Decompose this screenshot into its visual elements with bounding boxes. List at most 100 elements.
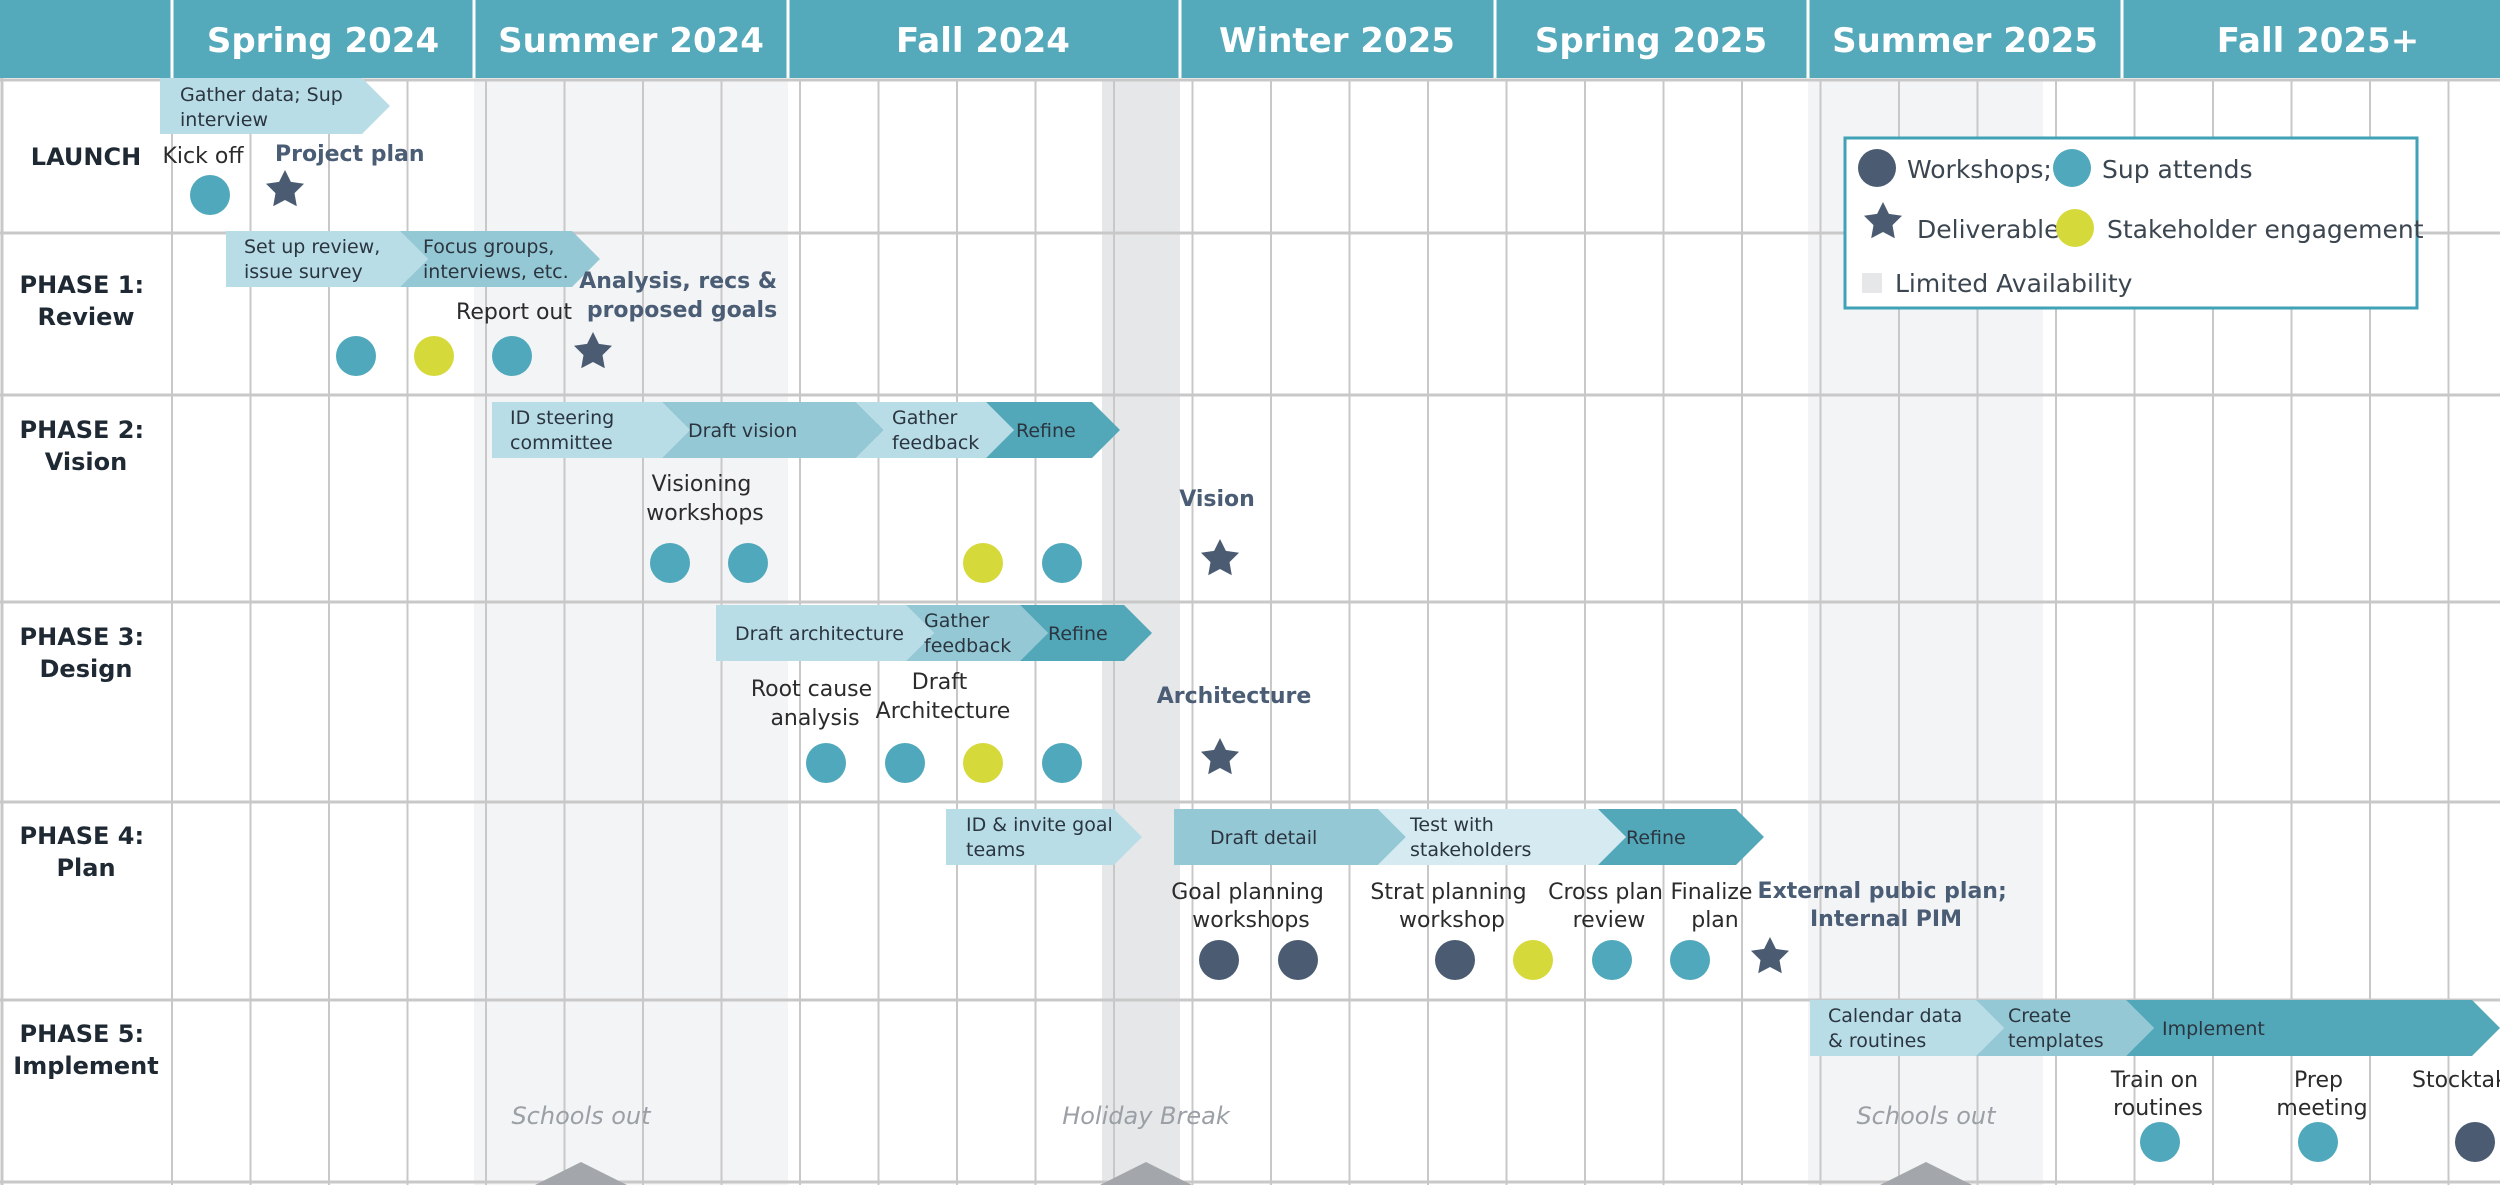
- bar-id-invite-goal: [946, 809, 1142, 865]
- deliverable-vision: Vision: [1179, 487, 1255, 512]
- stakeholder-marker-icon: [1513, 940, 1553, 980]
- stakeholder-marker-icon: [963, 543, 1003, 583]
- bar-label-gather-data: Gather data; Sup interview: [180, 84, 349, 131]
- phase-label-line: PHASE 5:: [20, 1020, 145, 1048]
- legend-stakeholder: Stakeholder engagement: [2107, 215, 2424, 244]
- phase-label-line: Review: [37, 303, 134, 331]
- season-spring-2025: Spring 2025: [1535, 21, 1767, 61]
- season-fall-2025-plus: Fall 2025+: [2217, 21, 2419, 61]
- phase-label-line: PHASE 3:: [20, 623, 145, 651]
- schools-out-marker: [535, 1162, 627, 1185]
- bar-implement: [2126, 1000, 2500, 1056]
- bar-test-stakeholders: [1378, 809, 1626, 865]
- season-fall-2024: Fall 2024: [896, 21, 1070, 61]
- bar-draft-architecture: [716, 605, 934, 661]
- phase-label-line: Implement: [13, 1052, 158, 1080]
- limited-availability-legend-swatch: [1862, 273, 1882, 293]
- stakeholder-marker-icon: [963, 743, 1003, 783]
- workshops-legend-icon: [1858, 149, 1896, 187]
- sup-attends-marker-icon: [1042, 743, 1082, 783]
- bar-label-focus-groups: Focus groups, interviews, etc.: [423, 236, 569, 283]
- bar-label-id-steering: ID steering committee: [510, 407, 620, 454]
- bar-label-draft-architecture: Draft architecture: [735, 623, 904, 645]
- bar-label-gather-feedback-vision: Gather feedback: [892, 407, 979, 454]
- sup-attends-marker-icon: [885, 743, 925, 783]
- deliverable-legend-star-icon: [1864, 202, 1902, 239]
- bar-gather-feedback-design: [906, 605, 1048, 661]
- phase-label-phase4: PHASE 4: Plan: [20, 822, 153, 882]
- bar-draft-detail: [1174, 809, 1406, 865]
- deliverable-external-plan: External pubic plan; Internal PIM: [1758, 879, 2015, 932]
- sup-attends-marker-icon: [492, 336, 532, 376]
- workshop-marker-icon: [1199, 940, 1239, 980]
- phase-label-line: PHASE 1:: [20, 271, 145, 299]
- bar-label-test-stakeholders: Test with stakeholders: [1409, 814, 1531, 861]
- deliverable-analysis: Analysis, recs & proposed goals: [579, 269, 785, 323]
- label-strat-planning: Strat planning workshop: [1370, 880, 1533, 933]
- deliverable-project-plan: Project plan: [275, 142, 425, 167]
- bar-refine-plan: [1598, 809, 1764, 865]
- header-dividers: [170, 0, 2124, 78]
- legend-box: [1843, 136, 2419, 310]
- bar-refine-vision: [986, 402, 1120, 458]
- stakeholder-marker-icon: [414, 336, 454, 376]
- phase-label-phase2: PHASE 2: Vision: [20, 416, 153, 476]
- workshop-marker-icon: [2455, 1122, 2495, 1162]
- bar-refine-design: [1020, 605, 1152, 661]
- bar-draft-vision: [662, 402, 884, 458]
- bar-setup-review: [226, 231, 428, 287]
- bar-label-id-invite-goal: ID & invite goal teams: [966, 814, 1119, 861]
- stakeholder-legend-icon: [2056, 209, 2094, 247]
- sup-attends-marker-icon: [2298, 1122, 2338, 1162]
- label-finalize-plan: Finalize plan: [1671, 880, 1760, 933]
- shade-label-holiday-break: Holiday Break: [1062, 1102, 1231, 1130]
- deliverable-star-icon: [1201, 738, 1239, 775]
- sup-attends-marker-icon: [1592, 940, 1632, 980]
- bar-label-setup-review: Set up review, issue survey: [244, 236, 386, 283]
- deliverable-star-icon: [1201, 539, 1239, 576]
- bar-label-calendar-data: Calendar data & routines: [1828, 1005, 1968, 1052]
- legend-sup-attends: Sup attends: [2102, 155, 2253, 184]
- sup-attends-marker-icon: [190, 175, 230, 215]
- bar-label-create-templates: Create templates: [2008, 1005, 2104, 1052]
- label-cross-plan-review: Cross plan review: [1548, 880, 1670, 933]
- header-bar: [0, 0, 2500, 78]
- label-kick-off: Kick off: [163, 144, 245, 169]
- deliverable-star-icon: [1751, 937, 1789, 974]
- bar-label-draft-detail: Draft detail: [1210, 827, 1317, 849]
- label-prep-meeting: Prep meeting: [2276, 1068, 2367, 1121]
- phase-label-line: Plan: [56, 854, 115, 882]
- phase-label-line: PHASE 4:: [20, 822, 145, 850]
- sup-attends-marker-icon: [650, 543, 690, 583]
- sup-attends-marker-icon: [728, 543, 768, 583]
- deliverable-star-icon: [266, 170, 304, 207]
- label-goal-planning: Goal planning workshops: [1171, 880, 1331, 933]
- sup-attends-marker-icon: [1670, 940, 1710, 980]
- sup-attends-marker-icon: [2140, 1122, 2180, 1162]
- marker-layer: [190, 175, 2495, 1162]
- shade-label-schools-out-2025: Schools out: [1856, 1102, 1997, 1130]
- bar-label-gather-feedback-design: Gather feedback: [924, 610, 1011, 657]
- label-root-cause: Root cause analysis: [751, 677, 879, 731]
- bar-create-templates: [1976, 1000, 2154, 1056]
- schools-out-marker: [1880, 1162, 1972, 1185]
- phase-label-line: PHASE 2:: [20, 416, 145, 444]
- shade-label-schools-out-2024: Schools out: [511, 1102, 652, 1130]
- phase-label-phase5: PHASE 5: Implement: [13, 1020, 158, 1080]
- season-summer-2025: Summer 2025: [1832, 21, 2098, 61]
- phase-label-phase1: PHASE 1: Review: [20, 271, 153, 331]
- holiday-break-marker: [1100, 1162, 1192, 1185]
- sup-attends-legend-icon: [2053, 149, 2091, 187]
- phase-label-launch: LAUNCH: [31, 143, 141, 171]
- sup-attends-marker-icon: [1042, 543, 1082, 583]
- label-stocktake: Stocktake: [2412, 1068, 2500, 1093]
- workshop-marker-icon: [1278, 940, 1318, 980]
- sup-attends-marker-icon: [806, 743, 846, 783]
- bar-label-draft-vision: Draft vision: [688, 420, 797, 442]
- phase-label-line: Vision: [45, 448, 127, 476]
- bar-label-refine-design: Refine: [1048, 623, 1108, 645]
- bar-label-refine-plan: Refine: [1626, 827, 1686, 849]
- legend-workshops: Workshops;: [1907, 155, 2052, 184]
- label-draft-architecture: Draft Architecture: [876, 670, 1011, 724]
